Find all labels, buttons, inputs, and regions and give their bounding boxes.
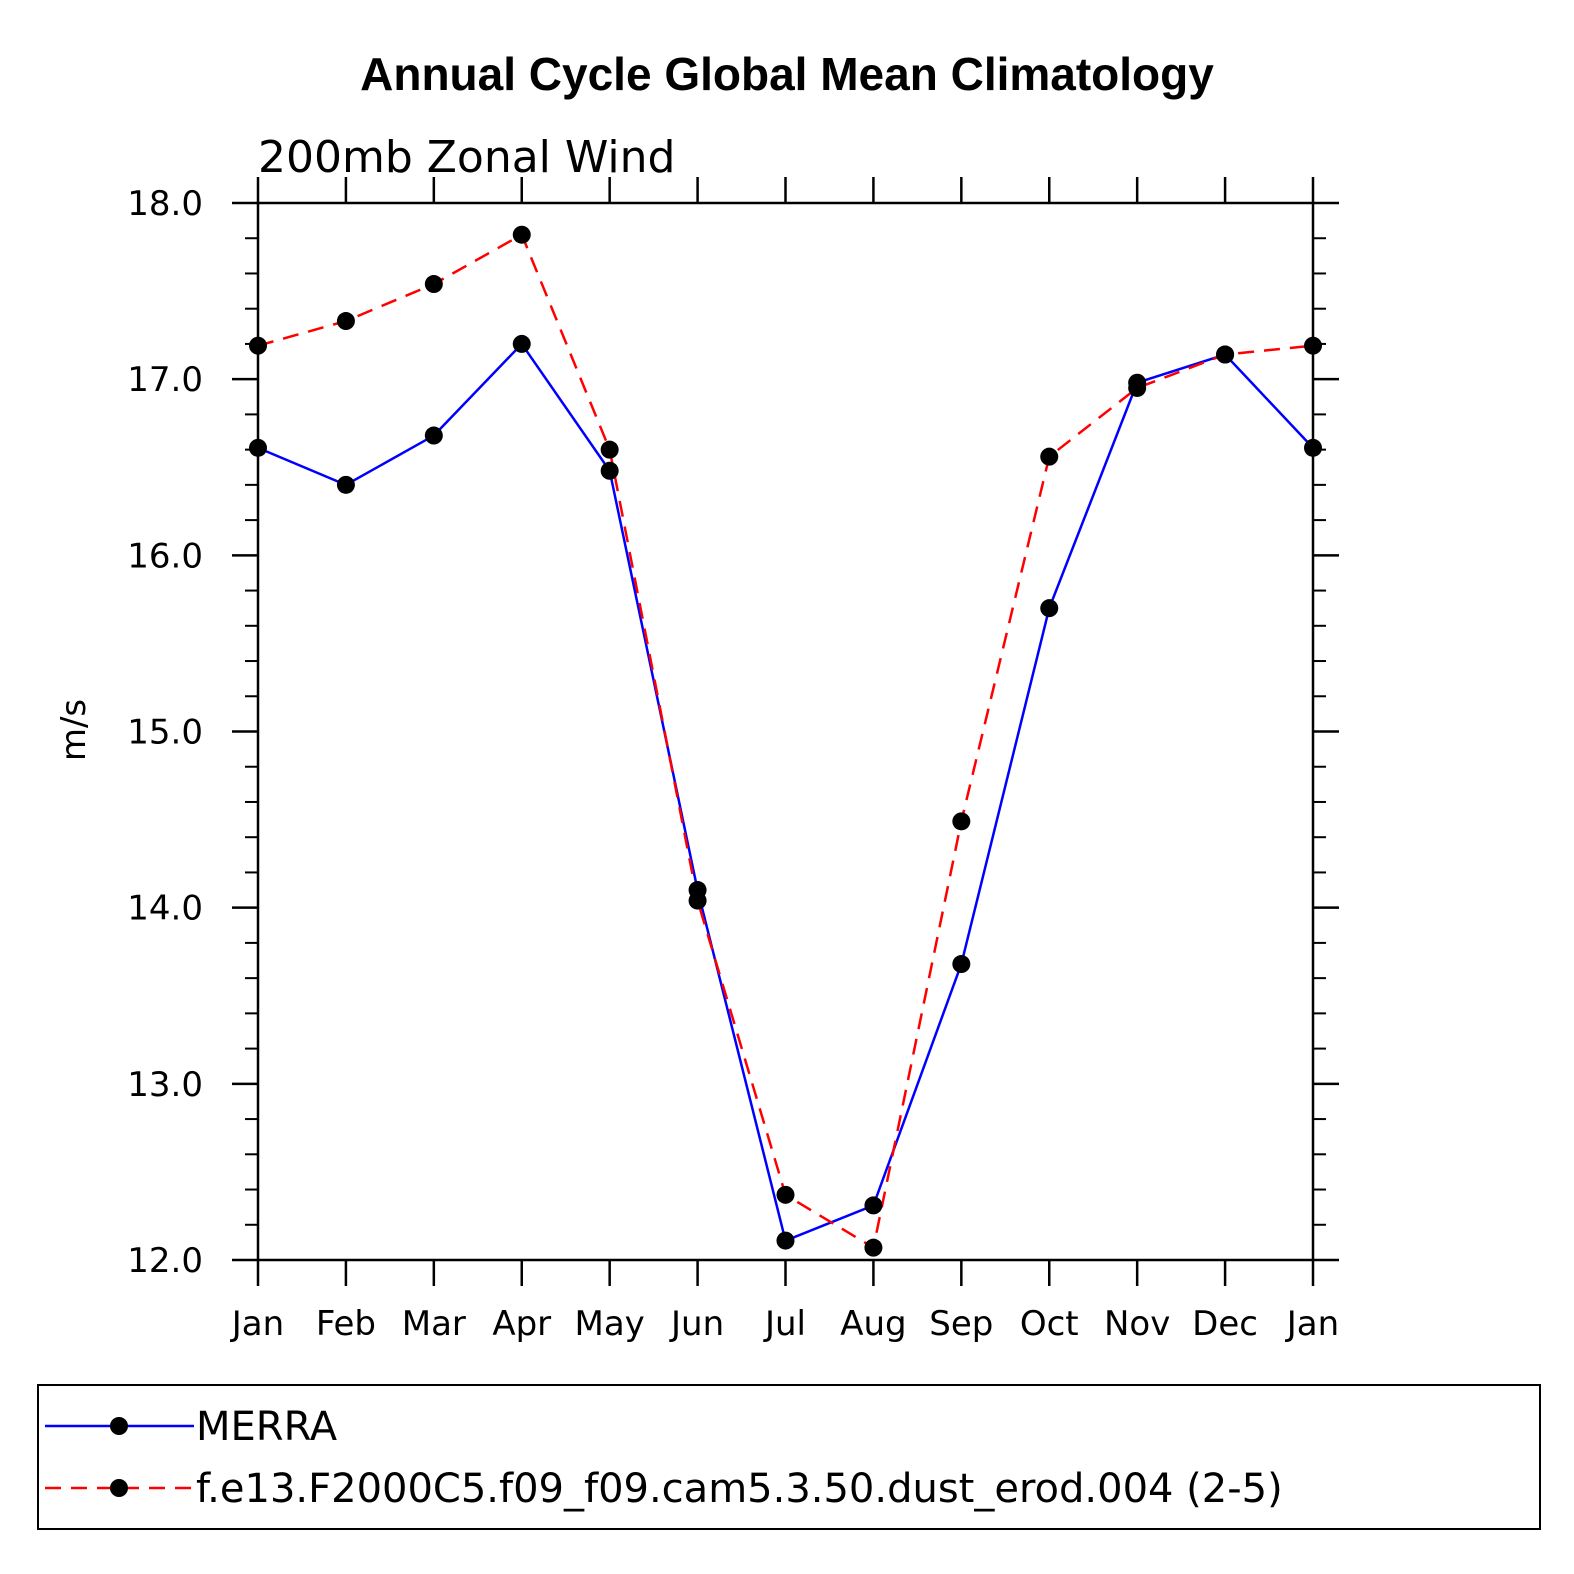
data-point-series-1: [336, 312, 355, 331]
legend-marker-model: [110, 1479, 128, 1497]
x-tick-label: Jan: [230, 1304, 284, 1344]
data-point-series-1: [776, 1185, 795, 1204]
x-tick-label: May: [575, 1304, 645, 1344]
x-tick-label: Oct: [1020, 1304, 1079, 1344]
legend-label-merra: MERRA: [196, 1404, 338, 1450]
plot-axes: Jan Feb Mar Apr May Jun Jul Aug Sep Oct Nov Dec Jan 1…: [127, 177, 1339, 1344]
y-tick-label: 14.0: [127, 889, 203, 929]
x-tick-label: Mar: [402, 1304, 466, 1344]
data-point-series-0: [336, 475, 355, 494]
y-tick-label: 18.0: [127, 184, 203, 224]
x-tick-label: Jan: [1285, 1304, 1339, 1344]
x-tick-label: Sep: [929, 1304, 993, 1344]
series-line-1: [257, 232, 1314, 1250]
data-point-series-1: [249, 336, 267, 355]
x-tick-label: Apr: [492, 1304, 551, 1344]
data-point-series-0: [1304, 438, 1322, 457]
data-point-series-0: [512, 334, 531, 353]
data-point-series-0: [1040, 599, 1059, 618]
data-point-series-1: [512, 225, 531, 244]
legend: MERRA f.e13.F2000C5.f09_f09.cam5.3.50.du…: [37, 1384, 1541, 1530]
data-point-series-1: [864, 1238, 883, 1257]
x-tick-label: Jul: [763, 1304, 806, 1344]
data-point-series-1: [1128, 378, 1147, 397]
x-tick-label: Feb: [316, 1304, 376, 1344]
legend-box: [37, 1384, 1541, 1530]
y-tick-label: 15.0: [127, 713, 203, 753]
y-tick-label: 13.0: [127, 1065, 203, 1105]
x-tick-label: Dec: [1192, 1304, 1258, 1344]
y-axis-label: m/s: [54, 699, 94, 761]
x-tick-label: Nov: [1104, 1304, 1170, 1344]
data-point-series-1: [424, 275, 443, 294]
y-tick-label: 16.0: [127, 536, 203, 576]
y-tick-label: 17.0: [127, 360, 203, 400]
legend-label-model: f.e13.F2000C5.f09_f09.cam5.3.50.dust_ero…: [196, 1466, 1283, 1512]
chart-title: Annual Cycle Global Mean Climatology: [360, 48, 1214, 100]
data-point-series-1: [952, 812, 971, 831]
data-point-series-1: [600, 440, 619, 459]
data-point-series-1: [688, 891, 707, 910]
series-line-0: [257, 341, 1314, 1243]
data-point-series-0: [424, 426, 443, 445]
x-tick-label: Aug: [840, 1304, 906, 1344]
chart-subtitle: 200mb Zonal Wind: [258, 132, 675, 183]
legend-marker-merra: [110, 1417, 128, 1435]
data-point-series-1: [1040, 447, 1059, 466]
plot-frame: [256, 201, 1315, 1262]
data-point-series-1: [1304, 336, 1322, 355]
data-point-series-1: [1216, 345, 1235, 364]
y-tick-label: 12.0: [127, 1241, 203, 1281]
x-tick-label: Jun: [669, 1304, 724, 1344]
data-point-series-0: [249, 438, 267, 457]
series-layer: [249, 225, 1322, 1257]
data-point-series-0: [864, 1196, 883, 1215]
data-point-series-0: [776, 1231, 795, 1250]
data-point-series-0: [600, 461, 619, 480]
data-point-series-0: [952, 955, 971, 974]
